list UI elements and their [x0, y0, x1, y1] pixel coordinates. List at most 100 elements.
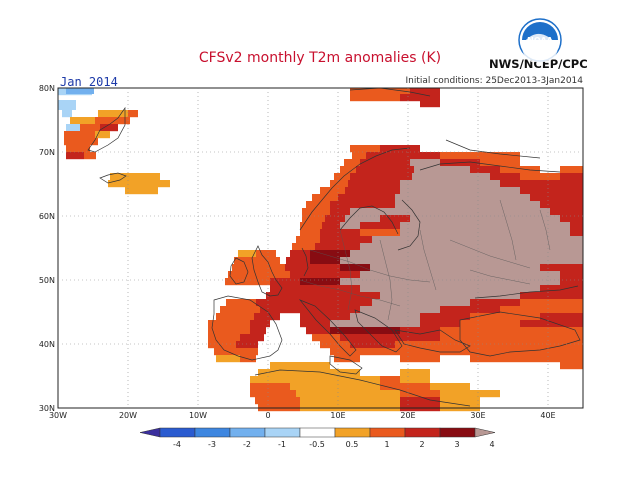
anomaly-cell [470, 299, 520, 307]
anomaly-cell [350, 94, 400, 102]
anomaly-cell [320, 236, 372, 244]
anomaly-cell [66, 145, 90, 153]
anomaly-cell [270, 362, 300, 370]
anomaly-cell [400, 369, 430, 377]
lon-label: 20E [400, 411, 415, 420]
anomaly-cell [520, 187, 583, 195]
anomaly-cell [372, 236, 583, 244]
colorbar-label: 2 [419, 440, 424, 449]
anomaly-cell [440, 334, 583, 342]
anomaly-cell [225, 278, 270, 286]
anomaly-cell [58, 100, 76, 110]
anomaly-cell [560, 166, 583, 174]
anomaly-cell [320, 187, 345, 195]
anomaly-cell [345, 187, 400, 195]
anomaly-cell [344, 159, 360, 167]
lat-label: 60N [39, 212, 55, 221]
anomaly-cell [250, 320, 270, 328]
anomaly-cell [340, 257, 583, 265]
anomaly-cell [520, 320, 583, 328]
anomaly-cell [340, 222, 360, 230]
anomaly-cell [100, 124, 118, 132]
anomaly-cell [560, 271, 583, 279]
anomaly-cell [64, 131, 95, 139]
lon-label: 0 [265, 411, 270, 420]
anomaly-cell [360, 222, 400, 230]
anomaly-cell [340, 397, 400, 405]
forecast-month-label: Jan 2014 [60, 75, 118, 89]
anomaly-cell [400, 187, 520, 195]
anomaly-cell [238, 348, 258, 356]
anomaly-cell [500, 306, 583, 314]
lat-label: 70N [39, 148, 55, 157]
anomaly-cell [226, 299, 256, 307]
anomaly-cell [350, 341, 395, 349]
anomaly-cell [560, 215, 583, 223]
colorbar-box [299, 427, 336, 438]
colorbar-label: 4 [489, 440, 494, 449]
anomaly-cell [360, 271, 560, 279]
anomaly-cell [380, 376, 400, 384]
anomaly-cell [350, 390, 400, 398]
anomaly-cell [420, 348, 583, 356]
anomaly-cell [360, 348, 420, 356]
anomaly-cell [300, 278, 340, 286]
anomaly-cell [370, 264, 540, 272]
anomaly-cell [440, 341, 583, 349]
anomaly-cell [312, 194, 338, 202]
anomaly-cell [220, 306, 260, 314]
anomaly-cell [350, 173, 412, 181]
lon-label: 40E [540, 411, 555, 420]
anomaly-cell [400, 390, 440, 398]
anomaly-cell [58, 88, 70, 96]
anomaly-cell [470, 355, 583, 363]
anomaly-cell [410, 159, 440, 167]
anomaly-cell [372, 299, 470, 307]
anomaly-cell [66, 124, 80, 132]
anomaly-cell [334, 355, 360, 363]
colorbar-arrow-right [474, 427, 496, 438]
anomaly-cell [112, 117, 130, 125]
anomaly-cell [520, 299, 583, 307]
anomaly-cell [208, 320, 250, 328]
anomaly-cell [400, 94, 440, 102]
anomaly-cell [380, 383, 430, 391]
anomaly-cell [540, 313, 583, 321]
colorbar-arrow-left [139, 427, 161, 438]
anomaly-cell [490, 173, 520, 181]
colorbar-label: 3 [454, 440, 459, 449]
anomaly-cell [260, 306, 296, 314]
anomaly-cell [360, 229, 400, 237]
anomaly-cells [58, 88, 583, 412]
colorbar-box [194, 427, 231, 438]
anomaly-cell [208, 341, 236, 349]
anomaly-cell [400, 376, 430, 384]
anomaly-cell [66, 88, 94, 94]
colorbar-label: 0.5 [346, 440, 359, 449]
anomaly-cell [262, 257, 280, 265]
anomaly-cell [232, 264, 266, 272]
anomaly-cell [470, 313, 540, 321]
anomaly-cell [380, 145, 420, 153]
anomaly-cell [70, 117, 95, 125]
anomaly-cell [290, 271, 360, 279]
anomaly-cell [340, 166, 356, 174]
anomaly-cell [214, 348, 238, 356]
anomaly-cell [338, 194, 395, 202]
anomaly-cell [66, 152, 84, 160]
colorbar-label: -0.5 [309, 440, 325, 449]
anomaly-cell [440, 152, 470, 160]
lat-label: 40N [39, 340, 55, 349]
anomaly-cell [240, 334, 264, 342]
lon-label: 10E [330, 411, 345, 420]
anomaly-cell [500, 166, 540, 174]
anomaly-cell [395, 341, 440, 349]
agency-label: NWS/NCEP/CPC [489, 57, 588, 71]
anomaly-cell [250, 376, 300, 384]
anomaly-cell [208, 327, 250, 335]
anomaly-cell [390, 334, 440, 342]
anomaly-cell [325, 215, 345, 223]
anomaly-cell [62, 110, 72, 118]
anomaly-cell [300, 376, 380, 384]
